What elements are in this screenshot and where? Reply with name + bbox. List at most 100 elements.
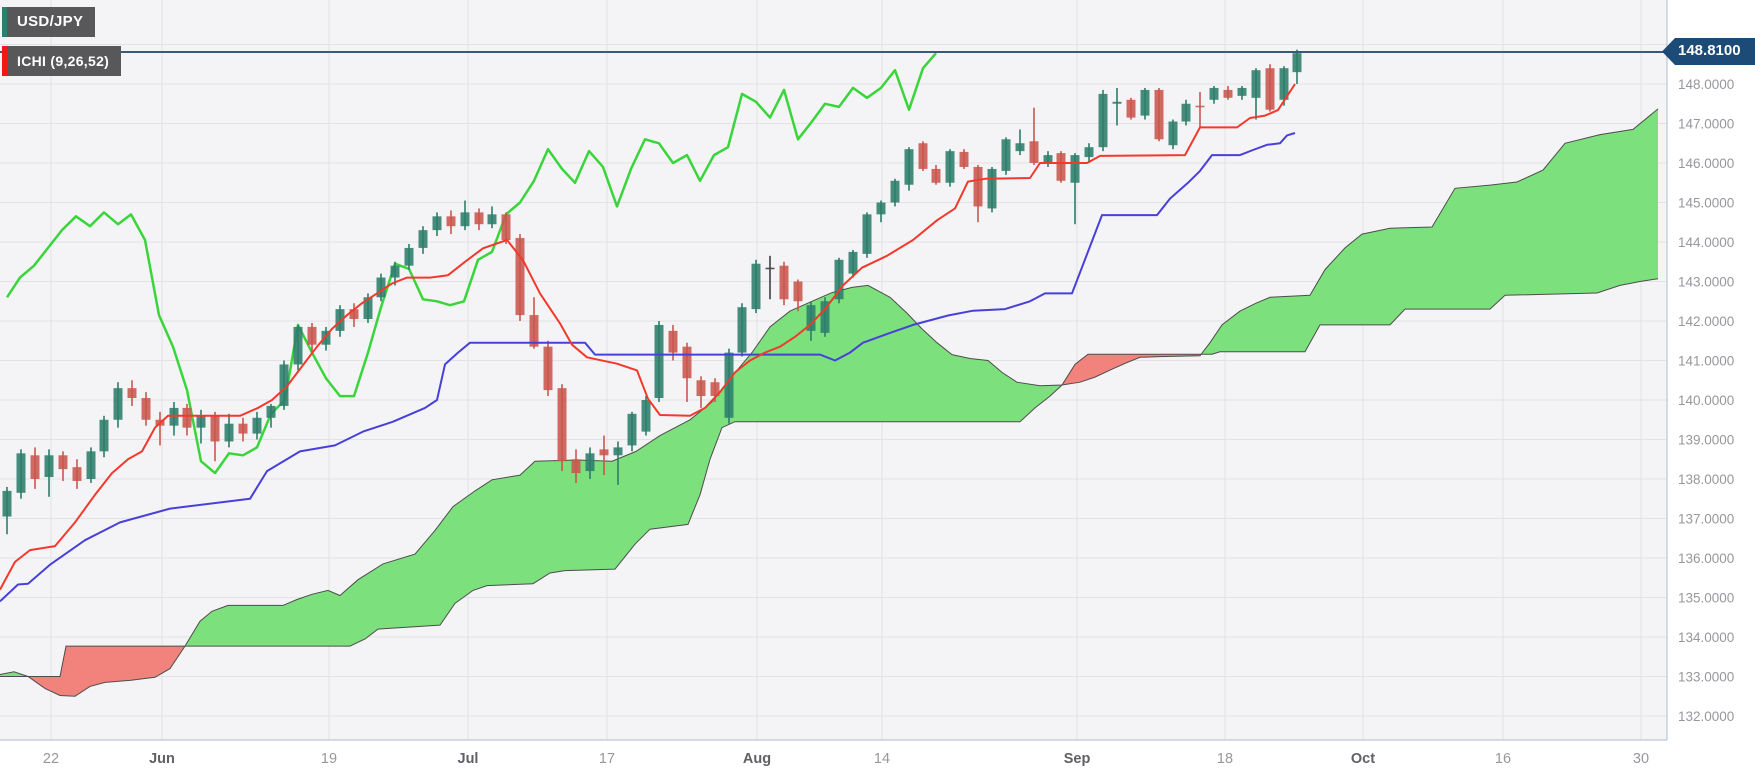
candle-body (446, 216, 456, 227)
candle-body (765, 267, 775, 270)
candle-body (543, 346, 553, 391)
candle-body (682, 346, 692, 379)
candle-body (460, 212, 470, 227)
y-axis-label: 132.0000 (1678, 709, 1734, 724)
candle-body (571, 459, 581, 474)
candle-body (585, 453, 595, 472)
candle-body (404, 247, 414, 266)
x-axis-label: 22 (43, 751, 59, 767)
y-axis-label: 142.0000 (1678, 314, 1734, 329)
candle-body (363, 297, 373, 320)
candle-body (1237, 87, 1247, 96)
y-axis-label: 137.0000 (1678, 512, 1734, 527)
candle-body (1181, 103, 1191, 122)
indicator-label: ICHI (9,26,52) (7, 46, 122, 76)
candle-body (1265, 68, 1275, 110)
ichimoku-cloud-bearish (28, 646, 185, 697)
candle-body (210, 415, 220, 442)
candle-body (1043, 155, 1053, 163)
candle-body (1029, 141, 1039, 163)
x-axis-label: 14 (874, 751, 890, 767)
candle-body (182, 407, 192, 428)
candle-body (224, 423, 234, 442)
candle-body (654, 324, 664, 399)
x-axis-label: 17 (599, 751, 615, 767)
y-axis-label: 146.0000 (1678, 156, 1734, 171)
candle-body (127, 388, 137, 399)
y-axis-label: 135.0000 (1678, 591, 1734, 606)
candle-body (44, 455, 54, 478)
pair-legend[interactable]: USD/JPY (2, 7, 96, 37)
candle-body (918, 143, 928, 169)
candle-body (945, 151, 955, 183)
x-axis-label: 30 (1633, 751, 1649, 767)
candle-body (1056, 153, 1066, 181)
candle-body (904, 149, 914, 185)
pair-accent-bar (2, 7, 7, 37)
candle-body (321, 330, 331, 345)
ichimoku-cloud-bullish (185, 285, 1062, 647)
y-axis-label: 133.0000 (1678, 670, 1734, 685)
candle-body (931, 168, 941, 183)
candle-body (58, 455, 68, 470)
candle-body (710, 382, 720, 397)
candle-body (959, 151, 969, 167)
candle-body (724, 352, 734, 418)
y-axis-label: 147.0000 (1678, 117, 1734, 132)
candle-body (1251, 70, 1261, 98)
candle-body (834, 259, 844, 300)
candle-body (529, 315, 539, 347)
candle-body (349, 309, 359, 320)
y-axis-label: 145.0000 (1678, 196, 1734, 211)
candle-body (1195, 105, 1205, 108)
candle-body (72, 467, 82, 481)
candle-body (113, 388, 123, 420)
candle-body (86, 451, 96, 479)
candle-body (862, 214, 872, 254)
candle-body (668, 330, 678, 353)
x-axis-label: 19 (321, 751, 337, 767)
last-price-flag (1662, 38, 1755, 65)
senkou-b-edge (0, 278, 1659, 677)
indicator-legend[interactable]: ICHI (9,26,52) (2, 46, 122, 76)
y-axis-label: 136.0000 (1678, 551, 1734, 566)
x-axis-label: 16 (1495, 751, 1511, 767)
y-axis-label: 140.0000 (1678, 393, 1734, 408)
candle-body (876, 202, 886, 215)
candle-body (1279, 68, 1289, 100)
candle-body (973, 166, 983, 207)
candle-body (1015, 143, 1025, 152)
candle-body (848, 251, 858, 274)
candle-body (279, 364, 289, 406)
candle-body (1154, 89, 1164, 140)
candle-body (1126, 99, 1136, 118)
candle-body (30, 455, 40, 479)
candle-body (1140, 89, 1150, 116)
last-price-value: 148.8100 (1678, 42, 1741, 59)
candle-body (141, 398, 151, 420)
candle-body (779, 265, 789, 300)
candle-body (487, 214, 497, 225)
candle-body (641, 400, 651, 432)
tenkan-sen-line (0, 83, 1296, 591)
kijun-sen-line (0, 132, 1296, 603)
candle-body (1112, 101, 1122, 104)
candle-body (627, 413, 637, 446)
y-axis-label: 139.0000 (1678, 433, 1734, 448)
candle-body (16, 453, 26, 493)
candle-body (266, 405, 276, 418)
x-axis-label: Oct (1351, 751, 1375, 767)
candle-body (613, 447, 623, 456)
candle-body (890, 180, 900, 203)
last-price-badge: 148.8100 (1662, 38, 1755, 65)
candle-body (1168, 121, 1178, 146)
candle-body (2, 490, 12, 517)
candle-body (1084, 147, 1094, 158)
candle-body (238, 423, 248, 434)
candle-body (793, 281, 803, 302)
candle-body (501, 214, 511, 241)
candle-body (293, 326, 303, 365)
candle-body (737, 307, 747, 353)
candle-body (696, 380, 706, 397)
